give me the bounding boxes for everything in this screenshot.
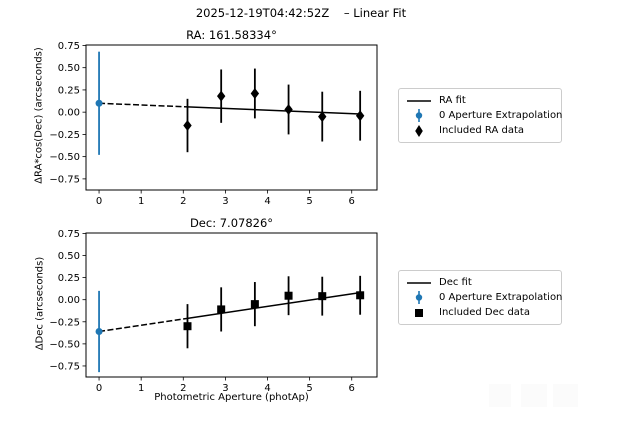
x-tick-label: 3 [222, 196, 228, 207]
y-tick-label: −0.75 [49, 361, 80, 372]
data-point-square [217, 305, 226, 314]
ra-subplot-title: RA: 161.58334° [186, 28, 277, 42]
watermark-block [553, 384, 578, 407]
legend-row-extrapolation: 0 Aperture Extrapolation [406, 108, 562, 123]
data-point-diamond [284, 103, 293, 115]
x-tick-label: 2 [180, 383, 186, 394]
dec-legend: Dec fit 0 Aperture Extrapolation Include… [398, 270, 562, 325]
x-tick-label: 3 [222, 383, 228, 394]
legend-row-ra-fit: RA fit [406, 93, 555, 108]
data-point-square [250, 300, 259, 309]
x-tick-label: 0 [96, 383, 102, 394]
x-tick-label: 1 [138, 196, 144, 207]
ra-legend: RA fit 0 Aperture Extrapolation Included… [398, 88, 562, 143]
x-tick-label: 4 [264, 196, 270, 207]
x-tick-label: 1 [138, 383, 144, 394]
y-tick-label: 0.50 [58, 251, 80, 262]
extrapolation-point [95, 328, 103, 336]
data-point-diamond [250, 87, 260, 99]
y-tick-label: 0.00 [58, 295, 80, 306]
fit-line-solid [187, 106, 361, 115]
x-tick-label: 6 [349, 196, 355, 207]
legend-label-dec-data: Included Dec data [439, 307, 530, 318]
legend-label-ra-fit: RA fit [439, 95, 466, 106]
fit-line-dashed [98, 317, 188, 333]
square-marker-icon [406, 306, 432, 320]
y-tick-label: −0.25 [49, 130, 80, 141]
data-point-diamond [355, 110, 365, 122]
axes-frame [85, 44, 378, 191]
watermark-block [521, 384, 547, 407]
data-point-diamond [318, 111, 327, 123]
dec-y-axis-label: ΔDec (arcseconds) [34, 256, 46, 351]
data-point-square [318, 292, 327, 301]
y-tick-label: −0.50 [49, 339, 80, 350]
fit-line-solid [187, 291, 361, 320]
diamond-marker-icon [406, 124, 432, 138]
y-tick-label: 0.25 [58, 85, 80, 96]
data-point-square [284, 291, 293, 300]
y-tick-label: 0.25 [58, 273, 80, 284]
x-tick-label: 4 [264, 383, 270, 394]
y-tick-label: 0.50 [58, 63, 80, 74]
legend-label-extrapolation: 0 Aperture Extrapolation [439, 292, 563, 303]
y-tick-label: −0.25 [49, 317, 80, 328]
legend-label-extrapolation: 0 Aperture Extrapolation [439, 110, 563, 121]
fit-line-icon [406, 278, 432, 288]
extrapolation-point [95, 99, 103, 107]
extrapolation-errorbar-icon [406, 108, 432, 123]
data-point-diamond [183, 120, 192, 132]
ra-y-axis-label: ΔRA*cos(Dec) (arcseconds) [33, 47, 45, 184]
legend-label-dec-fit: Dec fit [439, 277, 472, 288]
dec-subplot-title: Dec: 7.07826° [189, 216, 274, 230]
legend-row-extrapolation: 0 Aperture Extrapolation [406, 290, 562, 305]
y-tick-label: 0.00 [58, 108, 80, 119]
x-tick-label: 5 [306, 383, 312, 394]
axes-frame [85, 232, 378, 378]
x-axis-label: Photometric Aperture (photAp) [154, 392, 309, 403]
dec-plot-area: 0 1 2 3 4 5 6 0.75 0.50 0.25 0.00 −0.25 −0.50 −0.75 [49, 229, 378, 394]
y-tick-label: 0.75 [58, 41, 80, 52]
data-point-square [183, 322, 192, 331]
x-tick-label: 6 [349, 383, 355, 394]
ra-plot-area: 0 1 2 3 4 5 6 0.75 0.50 0.25 0.00 −0.25 −0.50 −0.75 [49, 41, 378, 207]
y-tick-label: −0.50 [49, 152, 80, 163]
data-point-diamond [216, 90, 226, 102]
x-tick-label: 5 [306, 196, 312, 207]
watermark-block [489, 384, 511, 407]
figure-title: 2025-12-19T04:42:52Z – Linear Fit [195, 6, 407, 20]
y-tick-label: −0.75 [49, 174, 80, 185]
x-tick-label: 2 [180, 196, 186, 207]
data-point-square [356, 291, 365, 300]
fit-line-icon [406, 96, 432, 106]
legend-row-dec-data: Included Dec data [406, 305, 555, 320]
x-tick-label: 0 [96, 196, 102, 207]
legend-label-ra-data: Included RA data [439, 125, 525, 136]
extrapolation-errorbar-icon [406, 290, 432, 305]
legend-row-ra-data: Included RA data [406, 123, 555, 138]
legend-row-dec-fit: Dec fit [406, 275, 555, 290]
fit-line-dashed [99, 102, 188, 108]
y-tick-label: 0.75 [58, 229, 80, 240]
